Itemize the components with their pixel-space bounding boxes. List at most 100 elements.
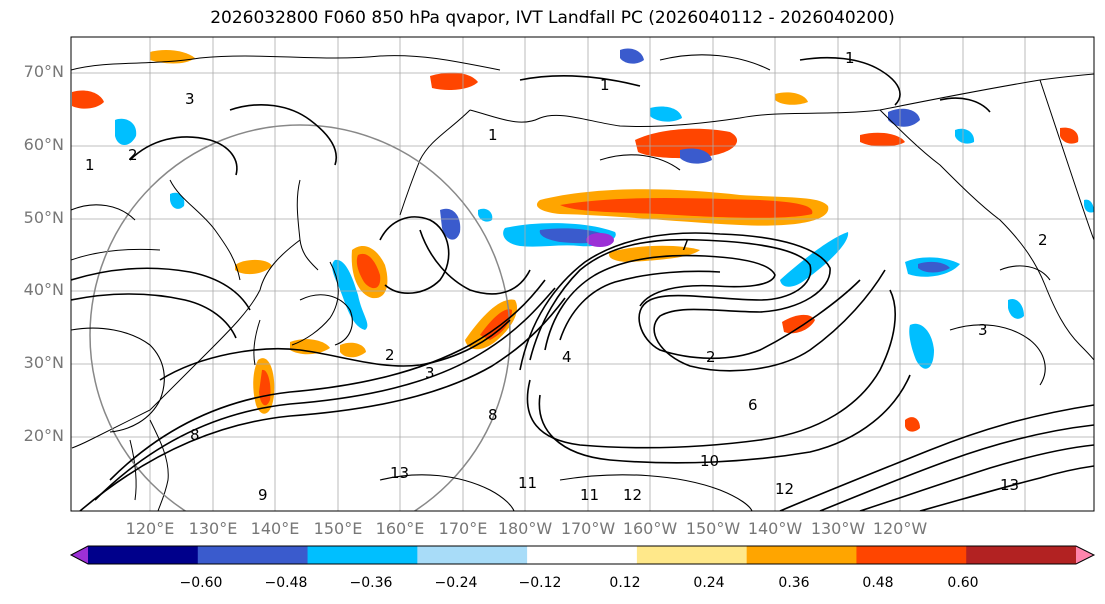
lon-label: 170°W	[560, 519, 616, 538]
positive-anomaly-shade	[782, 314, 815, 334]
colorbar-swatch	[417, 546, 528, 564]
contour-label: 1	[845, 49, 855, 67]
colorbar-swatch	[966, 546, 1077, 564]
lon-label: 130°E	[188, 519, 238, 538]
positive-anomaly-shade	[609, 245, 700, 262]
positive-anomaly-shade	[356, 253, 381, 289]
contour-label: 12	[775, 480, 794, 498]
negative-anomaly-shade	[909, 323, 934, 369]
negative-anomaly-shade	[1008, 298, 1024, 319]
positive-anomaly-shade	[860, 132, 905, 147]
colorbar-swatch	[856, 546, 967, 564]
contour-label: 13	[390, 464, 409, 482]
positive-anomaly-shade	[775, 92, 808, 105]
colorbar-tick-label: 0.60	[947, 575, 979, 591]
contour-label: 2	[1038, 231, 1048, 249]
map-title: 2026032800 F060 850 hPa qvapor, IVT Land…	[210, 8, 895, 28]
lat-label: 60°N	[23, 135, 64, 154]
lon-label: 140°W	[747, 519, 803, 538]
negative-anomaly-shade	[332, 259, 368, 330]
negative-anomaly-shade	[650, 106, 682, 122]
colorbar-tick-label: 0.12	[609, 575, 641, 591]
colorbar-tick-label: −0.60	[179, 575, 223, 591]
contour-label-group: 1 1 1 1 2 2 2 2 3 3 3 4 6 7 8 8 9 10 11 …	[85, 49, 1048, 504]
lat-label: 40°N	[23, 280, 64, 299]
lon-label: 160°W	[622, 519, 678, 538]
contour-label: 8	[488, 406, 498, 424]
lon-label: 150°E	[313, 519, 363, 538]
lon-label: 150°W	[685, 519, 741, 538]
positive-anomaly-shade	[72, 90, 104, 109]
negative-anomaly-shade	[780, 232, 849, 287]
lon-label: 180°W	[497, 519, 553, 538]
lon-label: 120°W	[872, 519, 928, 538]
positive-anomaly-shade	[480, 309, 512, 340]
contour-label: 11	[580, 486, 599, 504]
colorbar-swatch	[88, 546, 199, 564]
colorbar	[69, 545, 1096, 565]
colorbar-swatch	[746, 546, 857, 564]
contour-label: 1	[85, 156, 95, 174]
positive-anomaly-shade	[635, 128, 738, 159]
negative-anomaly-shade	[888, 108, 920, 127]
positive-anomaly-shade	[1060, 127, 1079, 144]
negative-anomaly-shade	[955, 128, 975, 144]
negative-anomaly-shade	[440, 208, 461, 240]
colorbar-tick-label: 0.48	[862, 575, 894, 591]
lon-label: 130°W	[810, 519, 866, 538]
colorbar-swatch	[197, 546, 309, 564]
contour-label: 9	[258, 486, 268, 504]
contour-label: 3	[425, 364, 435, 382]
contour-label: 2	[385, 346, 395, 364]
negative-anomaly-shade	[586, 233, 614, 247]
map-frame	[70, 36, 1095, 512]
contour-lines	[71, 54, 1094, 511]
contour-label: 11	[518, 474, 537, 492]
contour-label: 13	[1000, 476, 1019, 494]
positive-anomaly-shade	[560, 197, 813, 218]
contour-label: 8	[190, 426, 200, 444]
colorbar-extend-low	[71, 546, 88, 564]
negative-anomaly-shade	[918, 261, 950, 273]
colorbar-outline	[69, 545, 1096, 565]
colorbar-tick-label: −0.12	[518, 575, 562, 591]
colorbar-swatch	[636, 546, 748, 564]
positive-anomaly-shade	[235, 259, 272, 275]
positive-anomaly-shade	[430, 72, 478, 90]
negative-anomaly-shade	[115, 118, 137, 145]
colorbar-tick-label: −0.24	[434, 575, 478, 591]
lat-label: 20°N	[23, 426, 64, 445]
contour-label: 12	[623, 486, 642, 504]
lat-label: 50°N	[23, 208, 64, 227]
colorbar-tick-label: 0.36	[778, 575, 810, 591]
negative-anomaly-shade	[620, 48, 644, 64]
lon-label: 120°E	[125, 519, 175, 538]
radius-circle	[89, 124, 511, 511]
lon-label: 170°E	[438, 519, 488, 538]
negative-anomaly-shade	[170, 192, 185, 209]
contour-label: 4	[562, 348, 572, 366]
contour-label: 6	[748, 396, 758, 414]
positive-anomaly-shade	[905, 417, 920, 432]
lat-label: 70°N	[23, 62, 64, 81]
contour-label: 2	[706, 348, 716, 366]
positive-anomaly-shade	[340, 342, 366, 358]
contour-label: 2	[128, 146, 138, 164]
colorbar-tick-label: −0.36	[349, 575, 393, 591]
contour-label: 7	[680, 236, 690, 254]
shading-layer	[72, 48, 1094, 432]
colorbar-swatch	[307, 546, 418, 564]
coastlines	[71, 55, 1094, 511]
colorbar-extend-high	[1076, 546, 1094, 564]
negative-anomaly-shade	[478, 208, 493, 222]
colorbar-swatch	[527, 546, 638, 564]
contour-label: 1	[488, 126, 498, 144]
colorbar-tick-label: −0.48	[264, 575, 308, 591]
contour-label: 3	[185, 90, 195, 108]
lat-label: 30°N	[23, 353, 64, 372]
negative-anomaly-shade	[680, 148, 712, 164]
contour-label: 10	[700, 452, 719, 470]
colorbar-tick-label: 0.24	[693, 575, 725, 591]
contour-label: 3	[978, 321, 988, 339]
